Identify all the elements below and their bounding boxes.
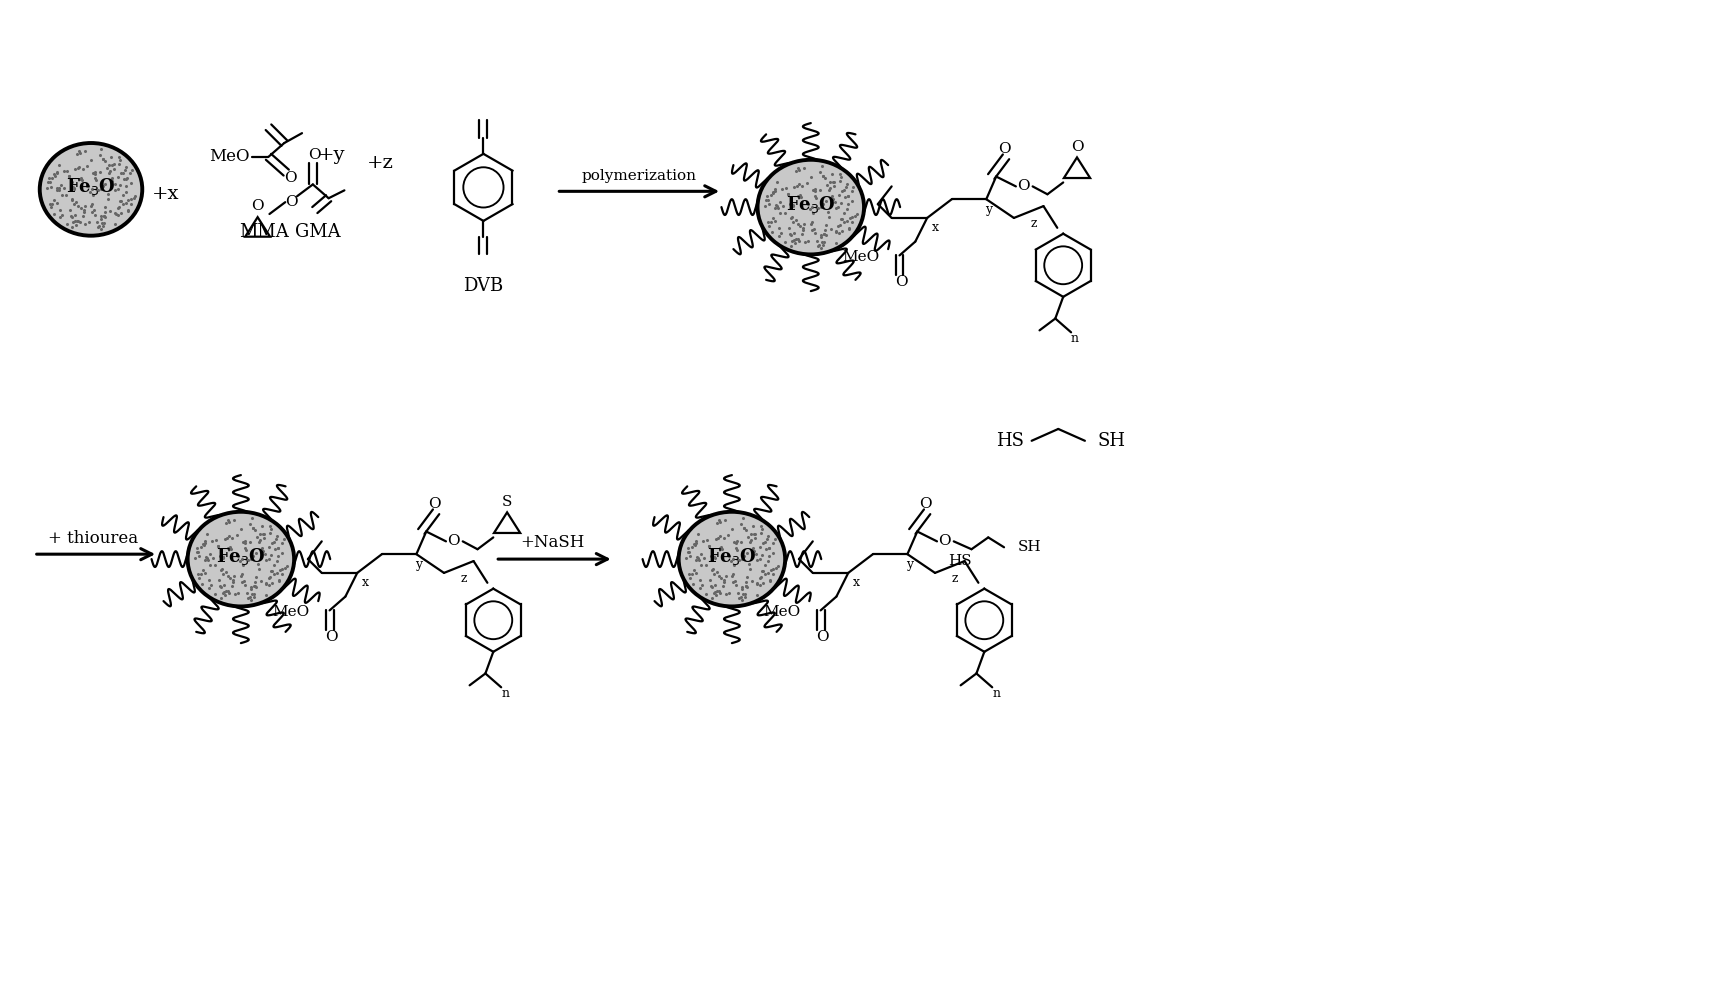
Text: n: n xyxy=(1070,331,1079,345)
Text: y: y xyxy=(414,558,423,570)
Text: O: O xyxy=(939,535,951,549)
Text: O: O xyxy=(1070,140,1082,154)
Text: x: x xyxy=(932,221,939,234)
Ellipse shape xyxy=(679,512,785,606)
Text: +x: +x xyxy=(152,186,180,203)
Text: O: O xyxy=(1017,180,1031,193)
Text: HS: HS xyxy=(996,432,1024,449)
Text: + thiourea: + thiourea xyxy=(48,530,139,547)
Text: O: O xyxy=(447,535,461,549)
Text: O: O xyxy=(251,199,263,213)
Text: Fe$_3$O: Fe$_3$O xyxy=(707,546,757,566)
Text: O: O xyxy=(428,497,440,511)
Text: DVB: DVB xyxy=(462,277,504,295)
Ellipse shape xyxy=(40,143,142,236)
Text: MeO: MeO xyxy=(764,605,800,619)
Text: z: z xyxy=(1031,217,1037,230)
Text: MMA: MMA xyxy=(239,223,289,241)
Text: Fe$_3$O: Fe$_3$O xyxy=(66,176,116,196)
Text: Fe$_3$O: Fe$_3$O xyxy=(786,193,835,214)
Text: x: x xyxy=(852,576,859,589)
Text: Fe$_3$O: Fe$_3$O xyxy=(216,546,265,566)
Text: +NaSH: +NaSH xyxy=(520,534,585,551)
Text: MeO: MeO xyxy=(210,149,249,166)
Text: MeO: MeO xyxy=(272,605,310,619)
Text: O: O xyxy=(816,630,830,644)
Text: O: O xyxy=(284,171,296,185)
Text: n: n xyxy=(501,686,509,699)
Text: O: O xyxy=(308,148,320,162)
Text: n: n xyxy=(992,686,999,699)
Text: polymerization: polymerization xyxy=(582,169,696,183)
Text: MeO: MeO xyxy=(842,250,880,265)
Ellipse shape xyxy=(187,512,294,606)
Text: O: O xyxy=(998,142,1010,156)
Text: O: O xyxy=(284,195,298,209)
Text: GMA: GMA xyxy=(294,223,341,241)
Text: HS: HS xyxy=(947,555,972,568)
Text: O: O xyxy=(326,630,338,644)
Text: SH: SH xyxy=(1018,541,1041,555)
Ellipse shape xyxy=(757,160,864,254)
Text: +z: +z xyxy=(367,154,393,172)
Text: O: O xyxy=(895,275,908,289)
Text: z: z xyxy=(951,572,958,585)
Text: x: x xyxy=(362,576,369,589)
Text: S: S xyxy=(502,495,513,509)
Text: z: z xyxy=(461,572,468,585)
Text: SH: SH xyxy=(1098,432,1126,449)
Text: y: y xyxy=(986,202,992,215)
Text: +y: +y xyxy=(317,146,345,164)
Text: O: O xyxy=(920,497,932,511)
Text: y: y xyxy=(906,558,913,570)
